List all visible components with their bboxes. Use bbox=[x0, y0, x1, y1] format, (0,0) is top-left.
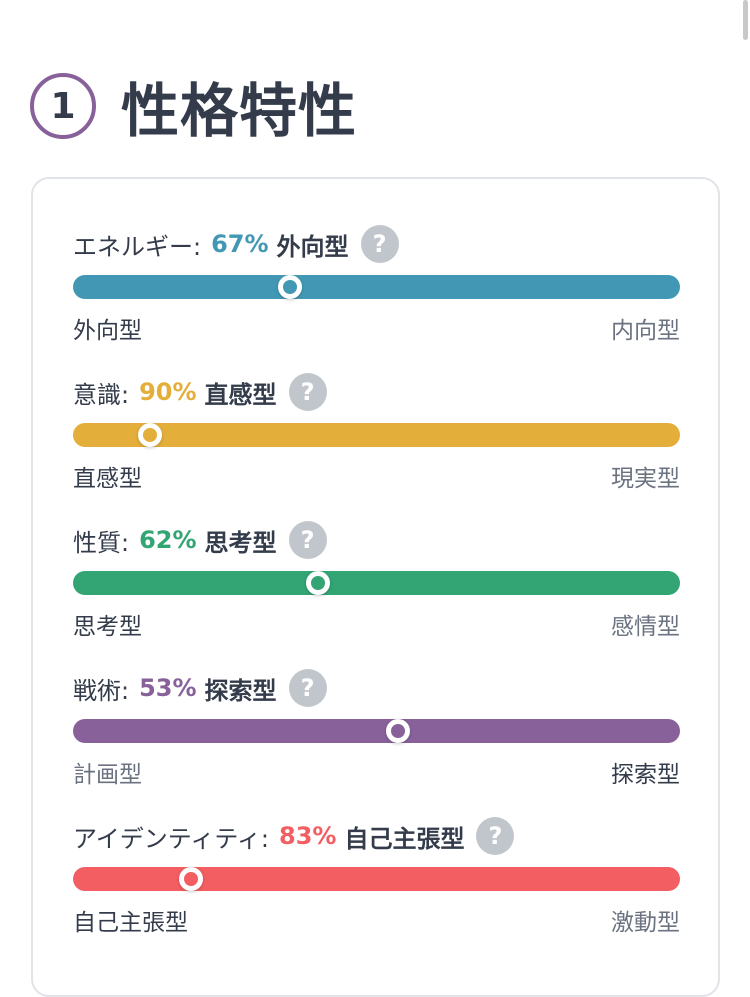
trait-percent: 53% bbox=[139, 674, 197, 702]
trait-label: 戦術: bbox=[73, 676, 130, 705]
trait-header: エネルギー: 67% 外向型 ? bbox=[73, 224, 680, 264]
page-title: 性格特性 bbox=[121, 77, 358, 145]
trait-label: 性質: bbox=[73, 528, 130, 557]
traits-card: エネルギー: 67% 外向型 ? 外向型 内向型 意識: 90% 直感型 ? 直… bbox=[31, 177, 720, 997]
step-number: 1 bbox=[50, 85, 76, 127]
trait-energy: エネルギー: 67% 外向型 ? 外向型 内向型 bbox=[73, 224, 680, 345]
trait-marker bbox=[386, 719, 411, 743]
trait-left-label: 外向型 bbox=[73, 318, 142, 344]
trait-left-label: 計画型 bbox=[73, 762, 142, 788]
help-icon[interactable]: ? bbox=[288, 521, 327, 559]
scrollbar-thumb[interactable] bbox=[743, 0, 748, 40]
trait-type: 思考型 bbox=[204, 528, 277, 557]
trait-type: 自己主張型 bbox=[344, 824, 465, 853]
trait-percent: 67% bbox=[211, 230, 269, 258]
trait-nature: 性質: 62% 思考型 ? 思考型 感情型 bbox=[73, 520, 680, 641]
trait-bar bbox=[73, 571, 680, 595]
trait-marker bbox=[306, 571, 331, 595]
trait-ends: 直感型 現実型 bbox=[73, 459, 680, 493]
trait-percent: 62% bbox=[139, 526, 197, 554]
trait-tactics: 戦術: 53% 探索型 ? 計画型 探索型 bbox=[73, 668, 680, 789]
trait-ends: 思考型 感情型 bbox=[73, 607, 680, 641]
trait-left-label: 思考型 bbox=[73, 614, 142, 640]
trait-marker bbox=[179, 867, 204, 891]
trait-mind: 意識: 90% 直感型 ? 直感型 現実型 bbox=[73, 372, 680, 493]
trait-header: 性質: 62% 思考型 ? bbox=[73, 520, 680, 560]
trait-bar bbox=[73, 275, 680, 299]
trait-percent: 83% bbox=[279, 822, 337, 850]
trait-header: アイデンティティ: 83% 自己主張型 ? bbox=[73, 816, 680, 856]
trait-label: エネルギー: bbox=[73, 232, 202, 261]
trait-percent: 90% bbox=[139, 378, 197, 406]
trait-ends: 自己主張型 激動型 bbox=[73, 903, 680, 937]
trait-header: 戦術: 53% 探索型 ? bbox=[73, 668, 680, 708]
trait-right-label: 内向型 bbox=[611, 318, 680, 344]
trait-label: 意識: bbox=[73, 380, 130, 409]
trait-ends: 計画型 探索型 bbox=[73, 755, 680, 789]
trait-type: 外向型 bbox=[276, 232, 349, 261]
trait-header: 意識: 90% 直感型 ? bbox=[73, 372, 680, 412]
trait-marker bbox=[138, 423, 163, 447]
trait-type: 探索型 bbox=[204, 676, 277, 705]
help-icon[interactable]: ? bbox=[288, 373, 327, 411]
trait-bar bbox=[73, 867, 680, 891]
trait-left-label: 直感型 bbox=[73, 466, 142, 492]
help-icon[interactable]: ? bbox=[360, 225, 399, 263]
trait-right-label: 激動型 bbox=[611, 910, 680, 936]
trait-left-label: 自己主張型 bbox=[73, 910, 188, 936]
trait-marker bbox=[277, 275, 302, 299]
trait-bar bbox=[73, 719, 680, 743]
trait-right-label: 現実型 bbox=[611, 466, 680, 492]
trait-label: アイデンティティ: bbox=[73, 824, 270, 853]
step-number-badge: 1 bbox=[30, 73, 96, 139]
section-header: 1 性格特性 bbox=[30, 64, 357, 148]
trait-type: 直感型 bbox=[204, 380, 277, 409]
help-icon[interactable]: ? bbox=[476, 817, 515, 855]
trait-bar bbox=[73, 423, 680, 447]
help-icon[interactable]: ? bbox=[288, 669, 327, 707]
trait-right-label: 感情型 bbox=[611, 614, 680, 640]
trait-right-label: 探索型 bbox=[611, 762, 680, 788]
trait-ends: 外向型 内向型 bbox=[73, 311, 680, 345]
trait-identity: アイデンティティ: 83% 自己主張型 ? 自己主張型 激動型 bbox=[73, 816, 680, 937]
